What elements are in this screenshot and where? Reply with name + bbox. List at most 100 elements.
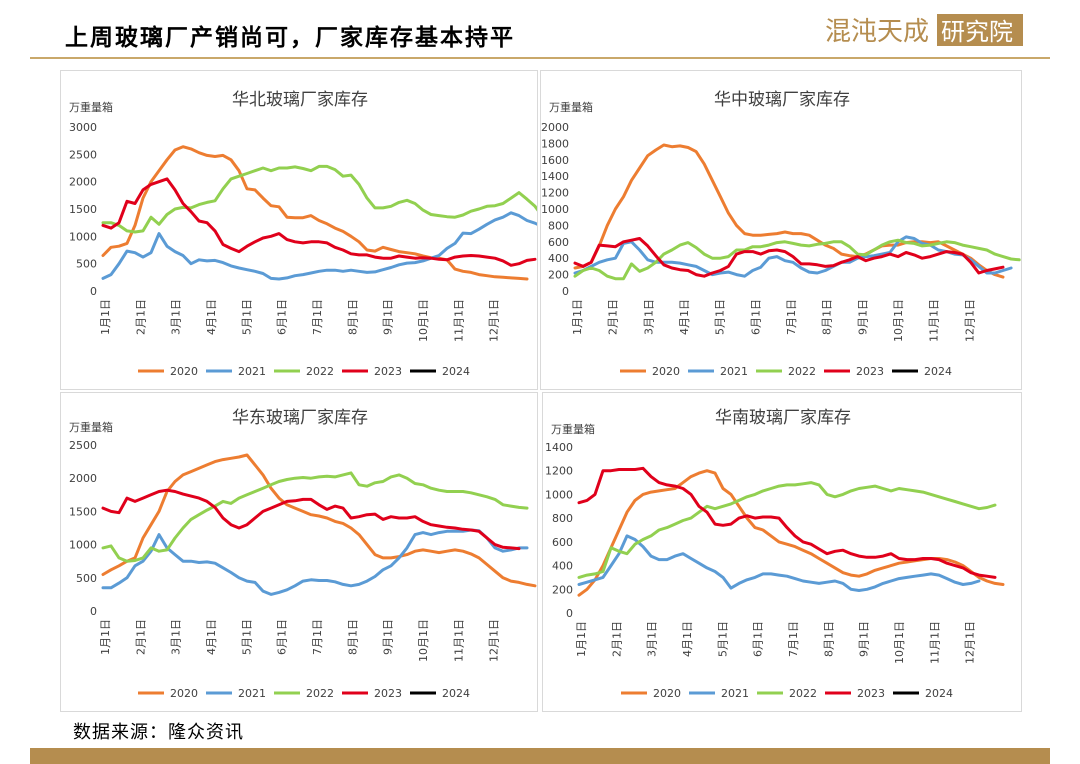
y-unit-label: 万重量箱 bbox=[69, 420, 113, 434]
x-tick-label: 7月1日 bbox=[311, 619, 324, 655]
x-tick-label: 6月1日 bbox=[749, 299, 762, 335]
x-tick-label: 1月1日 bbox=[99, 299, 112, 335]
logo-text-a: 混沌天成 bbox=[825, 17, 929, 47]
y-unit-label: 万重量箱 bbox=[69, 100, 113, 114]
x-tick-label: 7月1日 bbox=[785, 299, 798, 335]
x-tick-label: 3月1日 bbox=[170, 299, 183, 335]
chart-panel-south: 华南玻璃厂家库存 万重量箱 0 200 400 600 800 1000 1200 1400 1月1… bbox=[542, 392, 1022, 712]
legend-label-2021: 2021 bbox=[238, 687, 266, 700]
legend-label-2022: 2022 bbox=[788, 365, 816, 378]
legend-label-2023: 2023 bbox=[374, 687, 402, 700]
series-line-2021 bbox=[573, 235, 1013, 278]
y-tick-label: 500 bbox=[76, 258, 97, 271]
x-tick-label: 9月1日 bbox=[382, 619, 395, 655]
y-tick-label: 2000 bbox=[69, 472, 97, 485]
x-tick-label: 6月1日 bbox=[752, 621, 765, 657]
x-tick-label: 2月1日 bbox=[134, 619, 147, 655]
series-line-2020 bbox=[101, 453, 537, 588]
y-tick-label: 2000 bbox=[541, 121, 569, 134]
y-tick-label: 2500 bbox=[69, 148, 97, 161]
x-tick-label: 9月1日 bbox=[858, 621, 871, 657]
x-tick-label: 11月1日 bbox=[452, 619, 465, 662]
x-tick-label: 11月1日 bbox=[452, 299, 465, 342]
x-tick-label: 3月1日 bbox=[170, 619, 183, 655]
x-tick-label: 9月1日 bbox=[856, 299, 869, 335]
legend-label-2020: 2020 bbox=[170, 365, 198, 378]
legend-label-2024: 2024 bbox=[924, 365, 952, 378]
data-source: 数据来源：隆众资讯 bbox=[73, 722, 244, 743]
x-tick-label: 8月1日 bbox=[346, 619, 359, 655]
legend-label-2020: 2020 bbox=[652, 365, 680, 378]
x-tick-label: 2月1日 bbox=[607, 299, 620, 335]
y-tick-label: 1000 bbox=[69, 539, 97, 552]
series-line-2021 bbox=[101, 211, 577, 281]
chart-title: 华东玻璃厂家库存 bbox=[232, 408, 368, 428]
y-tick-label: 0 bbox=[90, 605, 97, 618]
chart-title: 华中玻璃厂家库存 bbox=[714, 90, 850, 110]
y-unit-label: 万重量箱 bbox=[549, 100, 593, 114]
chart-title: 华北玻璃厂家库存 bbox=[232, 90, 368, 110]
y-tick-label: 200 bbox=[548, 269, 569, 282]
y-unit-label: 万重量箱 bbox=[551, 422, 595, 436]
x-tick-label: 12月1日 bbox=[964, 621, 977, 664]
x-tick-label: 6月1日 bbox=[276, 299, 289, 335]
legend-label-2020: 2020 bbox=[653, 687, 681, 700]
x-tick-label: 4月1日 bbox=[678, 299, 691, 335]
x-tick-label: 8月1日 bbox=[346, 299, 359, 335]
chart-svg: 华北玻璃厂家库存万重量箱0500100015002000250030001月1日… bbox=[69, 90, 577, 378]
x-tick-label: 8月1日 bbox=[821, 299, 834, 335]
x-tick-label: 12月1日 bbox=[488, 299, 501, 342]
y-tick-label: 0 bbox=[562, 285, 569, 298]
y-tick-label: 0 bbox=[90, 285, 97, 298]
x-tick-label: 1月1日 bbox=[99, 619, 112, 655]
y-tick-label: 400 bbox=[552, 560, 573, 573]
y-tick-label: 600 bbox=[548, 236, 569, 249]
y-tick-label: 1200 bbox=[541, 187, 569, 200]
x-tick-label: 5月1日 bbox=[716, 621, 729, 657]
x-tick-label: 12月1日 bbox=[488, 619, 501, 662]
y-tick-label: 1200 bbox=[545, 465, 573, 478]
x-tick-label: 4月1日 bbox=[205, 619, 218, 655]
y-tick-label: 2500 bbox=[69, 439, 97, 452]
x-tick-label: 10月1日 bbox=[417, 299, 430, 342]
series-line-2022 bbox=[573, 238, 1021, 281]
y-tick-label: 1400 bbox=[541, 170, 569, 183]
y-tick-label: 2000 bbox=[69, 176, 97, 189]
y-tick-label: 1400 bbox=[545, 441, 573, 454]
legend-label-2021: 2021 bbox=[720, 365, 748, 378]
series-line-2022 bbox=[101, 471, 529, 563]
legend-label-2022: 2022 bbox=[306, 687, 334, 700]
x-tick-label: 4月1日 bbox=[681, 621, 694, 657]
x-tick-label: 12月1日 bbox=[963, 299, 976, 342]
series-line-2023 bbox=[101, 177, 537, 267]
y-tick-label: 0 bbox=[566, 607, 573, 620]
x-tick-label: 11月1日 bbox=[928, 621, 941, 664]
x-tick-label: 5月1日 bbox=[714, 299, 727, 335]
x-tick-label: 6月1日 bbox=[276, 619, 289, 655]
logo-text-b: 研究院 bbox=[941, 18, 1013, 46]
chart-panel-north: 华北玻璃厂家库存 万重量箱 0 500 1000 1500 2000 2500 3000 1月1日… bbox=[60, 70, 577, 390]
legend-label-2023: 2023 bbox=[374, 365, 402, 378]
y-tick-label: 1000 bbox=[545, 488, 573, 501]
title-divider bbox=[30, 57, 1050, 59]
legend-label-2022: 2022 bbox=[789, 687, 817, 700]
y-tick-label: 200 bbox=[552, 583, 573, 596]
y-tick-label: 500 bbox=[76, 572, 97, 585]
series-line-2023 bbox=[577, 466, 997, 579]
series-line-2022 bbox=[101, 164, 545, 234]
legend-label-2021: 2021 bbox=[238, 365, 266, 378]
page-title: 上周玻璃厂产销尚可，厂家库存基本持平 bbox=[65, 24, 515, 51]
x-tick-label: 8月1日 bbox=[822, 621, 835, 657]
legend-label-2023: 2023 bbox=[856, 365, 884, 378]
series-line-2020 bbox=[101, 145, 529, 281]
x-tick-label: 4月1日 bbox=[205, 299, 218, 335]
y-tick-label: 1500 bbox=[69, 203, 97, 216]
legend-label-2024: 2024 bbox=[442, 365, 470, 378]
x-tick-label: 2月1日 bbox=[134, 299, 147, 335]
chart-panel-east: 华东玻璃厂家库存 万重量箱 0 500 1000 1500 2000 2500 1月1日 2月1日… bbox=[60, 392, 538, 712]
chart-panel-central: 华中玻璃厂家库存 万重量箱 0 200 400 600 800 1000 1200 1400 160… bbox=[540, 70, 1022, 390]
series-line-2021 bbox=[577, 534, 981, 592]
y-tick-label: 1000 bbox=[541, 203, 569, 216]
